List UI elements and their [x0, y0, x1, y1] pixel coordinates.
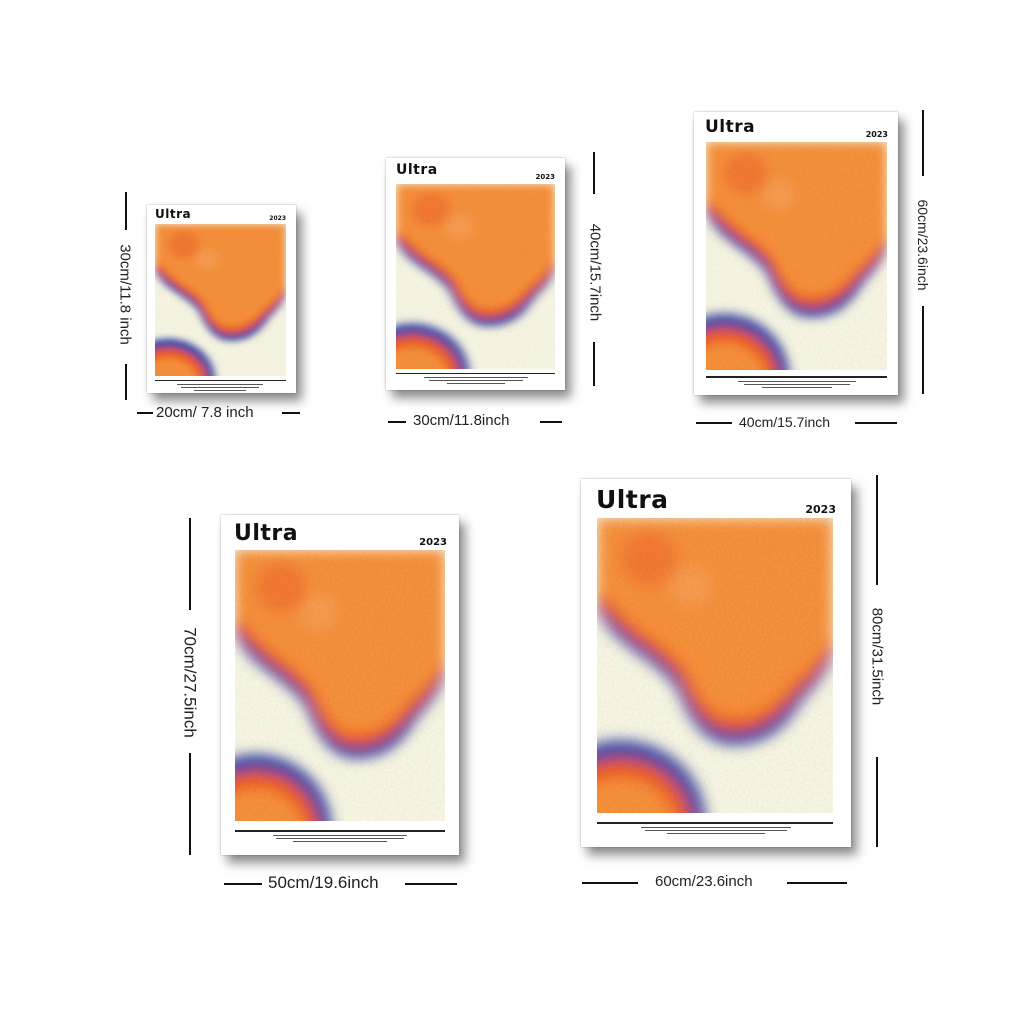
dimension-line [855, 422, 897, 424]
poster-year: 2023 [805, 503, 836, 516]
poster-title: Ultra [234, 521, 299, 546]
poster-rule [396, 373, 555, 374]
poster-title: Ultra [705, 117, 756, 137]
dimension-line [540, 421, 562, 423]
poster-artwork [235, 550, 445, 821]
poster-artwork [706, 142, 887, 370]
poster-artwork [396, 184, 555, 369]
poster-year: 2023 [865, 130, 888, 139]
height-label: 80cm/31.5inch [868, 607, 886, 706]
poster-artwork [155, 224, 286, 376]
width-label: 50cm/19.6inch [268, 873, 379, 892]
dimension-line [593, 152, 595, 194]
poster-rule [706, 376, 887, 378]
dimension-line [922, 110, 924, 176]
height-label: 60cm/23.6inch [915, 199, 931, 291]
poster-60x80: Ultra 2023 [581, 479, 851, 847]
dimension-line [137, 412, 153, 414]
dimension-line [388, 421, 406, 423]
height-label: 30cm/11.8 inch [116, 244, 134, 345]
dimension-line [189, 753, 191, 855]
poster-title: Ultra [396, 162, 438, 178]
width-label: 60cm/23.6inch [655, 873, 753, 890]
dimension-line [787, 882, 847, 884]
poster-20x30: Ultra 2023 [147, 205, 296, 393]
poster-title: Ultra [155, 207, 192, 221]
dimension-line [876, 475, 878, 585]
dimension-line [696, 422, 732, 424]
poster-year: 2023 [419, 537, 447, 548]
poster-fine-print [177, 384, 263, 393]
poster-rule [155, 380, 286, 381]
dimension-line [593, 342, 595, 386]
poster-30x40: Ultra 2023 [386, 158, 565, 390]
width-label: 40cm/15.7inch [739, 414, 831, 430]
poster-fine-print [641, 827, 791, 836]
dimension-line [224, 883, 262, 885]
width-label: 30cm/11.8inch [413, 412, 510, 429]
dimension-line [125, 192, 127, 230]
poster-year: 2023 [269, 215, 286, 222]
dimension-line [922, 306, 924, 394]
dimension-line [876, 757, 878, 847]
dimension-line [189, 518, 191, 610]
poster-artwork [597, 518, 833, 813]
dimension-line [125, 364, 127, 400]
poster-fine-print [273, 835, 407, 844]
dimension-line [405, 883, 457, 885]
poster-fine-print [738, 381, 856, 390]
poster-title: Ultra [596, 485, 669, 514]
poster-year: 2023 [535, 173, 555, 181]
poster-40x60: Ultra 2023 [694, 112, 898, 395]
poster-50x70: Ultra 2023 [221, 515, 459, 855]
width-label: 20cm/ 7.8 inch [156, 404, 254, 421]
poster-rule [597, 822, 833, 824]
height-label: 70cm/27.5inch [180, 627, 200, 738]
height-label: 40cm/15.7inch [586, 223, 604, 322]
dimension-line [282, 412, 300, 414]
poster-rule [235, 830, 445, 832]
poster-fine-print [424, 377, 528, 386]
dimension-line [582, 882, 638, 884]
